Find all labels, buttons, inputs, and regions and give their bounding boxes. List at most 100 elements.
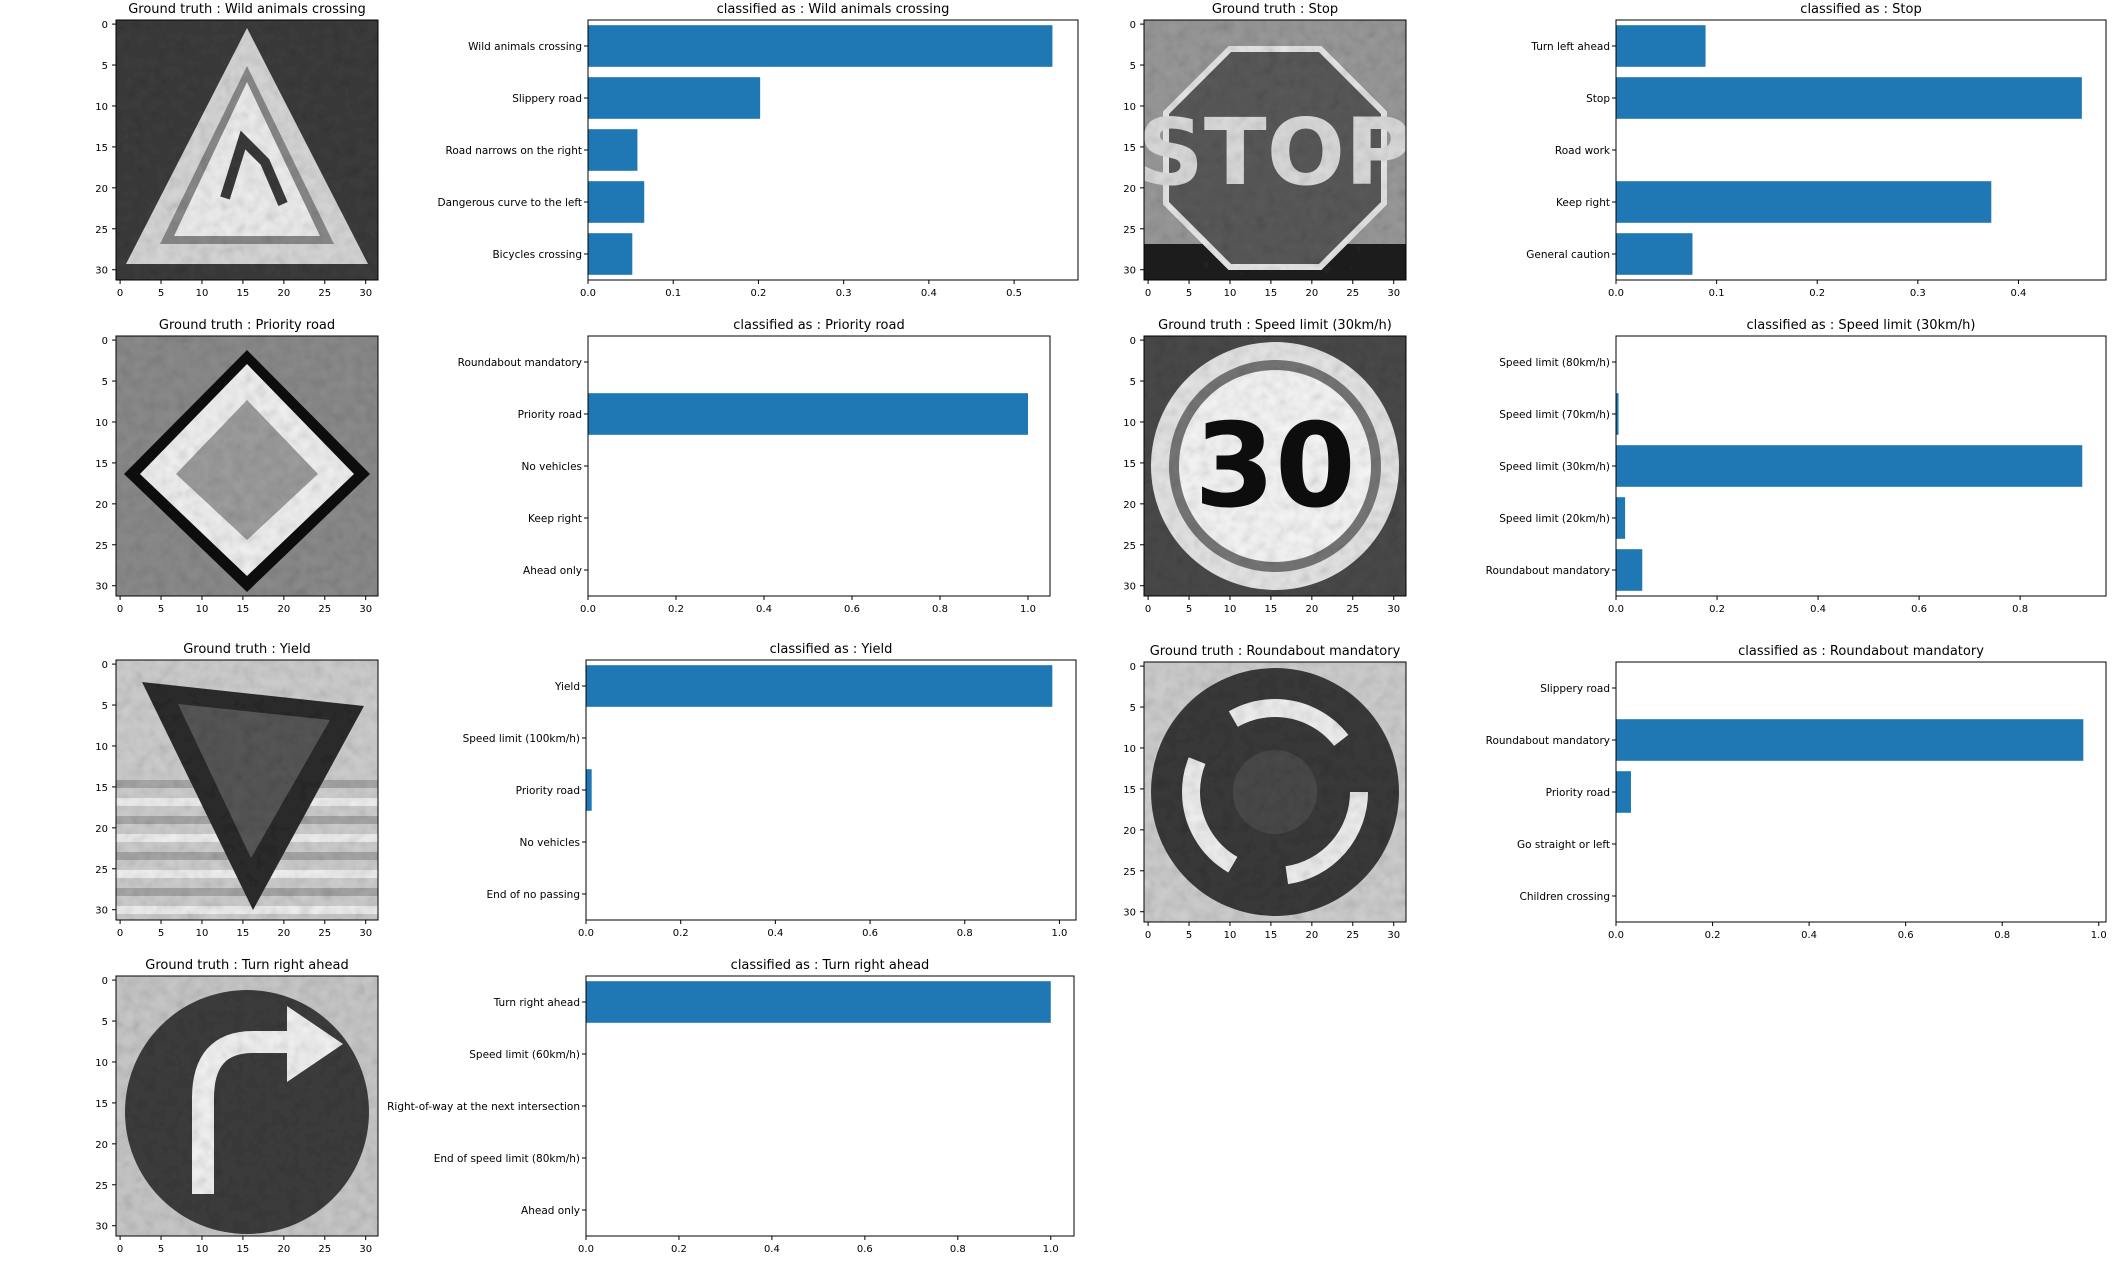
y-tick-label: 30 bbox=[1123, 266, 1136, 277]
x-tick-label: 30 bbox=[1387, 288, 1400, 299]
bar bbox=[1616, 549, 1643, 591]
bar bbox=[588, 233, 633, 275]
sign-image bbox=[116, 660, 378, 920]
image-panel-4: Ground truth : Priority road 0 5 10 15 20 25 30… bbox=[95, 318, 379, 615]
deer-glyph bbox=[220, 130, 288, 206]
axes-frame bbox=[115, 335, 379, 597]
panel-title: Ground truth : Stop bbox=[1212, 2, 1338, 17]
axes-frame bbox=[587, 19, 1079, 281]
category-label: Dangerous curve to the left bbox=[438, 197, 582, 209]
image-panel-12: Ground truth : Turn right ahead 0 5 10 15 20 2… bbox=[95, 958, 379, 1255]
x-tick-label: 25 bbox=[318, 1244, 331, 1255]
y-tick-label: 20 bbox=[1123, 826, 1136, 837]
bar bbox=[586, 769, 592, 811]
x-tick-label: 25 bbox=[1346, 930, 1359, 941]
x-tick-label: 0.8 bbox=[957, 928, 973, 939]
x-tick-label: 0.6 bbox=[1898, 930, 1914, 941]
x-tick-label: 0.8 bbox=[950, 1244, 966, 1255]
x-tick-label: 5 bbox=[158, 604, 164, 615]
x-tick-label: 0.0 bbox=[578, 1244, 594, 1255]
bar-panel-1: classified as : Wild animals crossing Wil… bbox=[438, 2, 1079, 299]
bar bbox=[1616, 77, 2082, 119]
x-tick-label: 10 bbox=[1224, 930, 1237, 941]
y-tick-label: 20 bbox=[95, 824, 108, 835]
x-tick-label: 0.2 bbox=[671, 1244, 687, 1255]
panel-title: classified as : Wild animals crossing bbox=[717, 2, 950, 17]
x-tick-label: 0.4 bbox=[1801, 930, 1817, 941]
y-tick-label: 15 bbox=[1123, 459, 1136, 470]
y-tick-label: 10 bbox=[1123, 102, 1136, 113]
y-tick-label: 10 bbox=[95, 102, 108, 113]
x-tick-label: 25 bbox=[1346, 288, 1359, 299]
y-tick-label: 25 bbox=[1123, 867, 1136, 878]
x-tick-label: 0 bbox=[117, 604, 123, 615]
category-label: Keep right bbox=[1556, 197, 1610, 209]
y-tick-label: 5 bbox=[102, 377, 108, 388]
x-tick-label: 30 bbox=[359, 604, 372, 615]
y-tick-label: 0 bbox=[1130, 336, 1136, 347]
x-tick-label: 15 bbox=[237, 288, 250, 299]
category-label: Ahead only bbox=[521, 1205, 580, 1217]
category-label: Roundabout mandatory bbox=[1486, 735, 1610, 747]
x-tick-label: 0 bbox=[117, 928, 123, 939]
category-label: Turn right ahead bbox=[493, 997, 580, 1009]
bar-panel-11: classified as : Roundabout mandatory Slip… bbox=[1486, 644, 2107, 941]
bar-panel-7: classified as : Speed limit (30km/h) Spee… bbox=[1486, 318, 2107, 615]
y-tick-label: 15 bbox=[95, 143, 108, 154]
bar bbox=[586, 981, 1051, 1023]
bar bbox=[1616, 719, 2084, 761]
y-tick-label: 30 bbox=[95, 582, 108, 593]
arrow-shaft bbox=[192, 1031, 301, 1194]
axes-frame bbox=[587, 335, 1051, 597]
panel-title: Ground truth : Priority road bbox=[159, 318, 335, 333]
y-tick-label: 10 bbox=[95, 1058, 108, 1069]
bar-panel-13: classified as : Turn right ahead Turn rig… bbox=[387, 958, 1075, 1255]
panel-title: Ground truth : Roundabout mandatory bbox=[1150, 644, 1401, 659]
category-label: Stop bbox=[1586, 93, 1610, 105]
bar bbox=[588, 25, 1053, 67]
category-label: General caution bbox=[1526, 249, 1610, 261]
category-label: Speed limit (20km/h) bbox=[1499, 513, 1610, 525]
x-tick-label: 0.4 bbox=[921, 288, 937, 299]
category-label: Roundabout mandatory bbox=[458, 357, 582, 369]
axes-frame bbox=[115, 659, 379, 921]
sign-image bbox=[116, 976, 378, 1236]
y-tick-label: 0 bbox=[102, 976, 108, 987]
x-tick-label: 0 bbox=[1145, 604, 1151, 615]
x-tick-label: 5 bbox=[158, 928, 164, 939]
bar-panel-9: classified as : Yield Yield Speed limit (1… bbox=[463, 642, 1077, 939]
y-tick-label: 20 bbox=[95, 500, 108, 511]
axes-frame bbox=[115, 19, 379, 281]
x-tick-label: 25 bbox=[318, 288, 331, 299]
sign-image: 30 bbox=[1144, 336, 1406, 596]
y-tick-label: 25 bbox=[1123, 225, 1136, 236]
axes-frame bbox=[1615, 335, 2107, 597]
x-tick-label: 0.6 bbox=[1911, 604, 1927, 615]
category-label: End of speed limit (80km/h) bbox=[434, 1153, 580, 1165]
octagon bbox=[1163, 46, 1387, 270]
sign-face bbox=[1179, 370, 1371, 562]
x-tick-label: 0.6 bbox=[844, 604, 860, 615]
y-tick-label: 15 bbox=[95, 783, 108, 794]
sign-disc bbox=[125, 990, 369, 1234]
y-tick-label: 25 bbox=[95, 1181, 108, 1192]
category-label: Speed limit (70km/h) bbox=[1499, 409, 1610, 421]
y-tick-label: 5 bbox=[1130, 703, 1136, 714]
panel-title: Ground truth : Turn right ahead bbox=[145, 958, 348, 973]
x-tick-label: 30 bbox=[1387, 930, 1400, 941]
y-tick-label: 25 bbox=[95, 865, 108, 876]
x-tick-label: 15 bbox=[237, 928, 250, 939]
x-tick-label: 0.0 bbox=[580, 288, 596, 299]
y-tick-label: 15 bbox=[1123, 785, 1136, 796]
axes-frame bbox=[115, 975, 379, 1237]
category-label: Ahead only bbox=[523, 565, 582, 577]
image-panel-0: Ground truth : Wild animals crossing 0 5 10… bbox=[95, 2, 379, 299]
y-tick-label: 5 bbox=[102, 701, 108, 712]
sign-image bbox=[1144, 662, 1406, 922]
category-label: Roundabout mandatory bbox=[1486, 565, 1610, 577]
bar bbox=[1616, 445, 2083, 487]
category-label: Yield bbox=[554, 681, 580, 693]
y-tick-label: 20 bbox=[95, 184, 108, 195]
y-tick-label: 20 bbox=[1123, 500, 1136, 511]
